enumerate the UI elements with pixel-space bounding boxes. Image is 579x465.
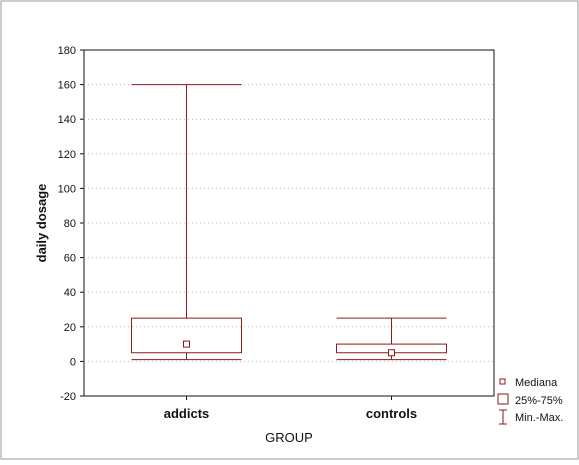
y-tick-label: -20 [60,391,76,403]
legend-median-label: Mediana [515,377,558,389]
y-tick-label: 60 [64,253,76,265]
legend: Mediana 25%-75% Min.-Max. [497,377,563,425]
legend-box-label: 25%-75% [515,395,563,407]
grid-lines [84,84,494,362]
iqr-box [131,317,242,354]
x-axis-title: GROUP [265,430,313,445]
median-marker [183,340,190,348]
y-tick-label: 140 [58,114,76,126]
y-tick-label: 40 [64,287,76,299]
y-tick-label: 180 [58,45,76,57]
y-tick-label: 0 [70,356,76,368]
y-tick-label: 160 [58,80,76,92]
legend-box-symbol [497,393,509,405]
y-axis-ticks: -20 0 20 40 60 80 100 120 140 160 180 [58,45,84,403]
y-tick-label: 100 [58,183,76,195]
median-marker [388,349,395,357]
x-axis-ticks: addicts controls [164,396,417,421]
x-tick-label: controls [366,406,417,421]
y-axis-title: daily dosage [34,184,49,263]
box-series [131,84,447,361]
y-tick-label: 20 [64,322,76,334]
legend-median-symbol [499,378,506,385]
legend-whisker-label: Min.-Max. [515,412,563,424]
y-tick-label: 80 [64,218,76,230]
x-tick-label: addicts [164,406,210,421]
y-tick-label: 120 [58,149,76,161]
